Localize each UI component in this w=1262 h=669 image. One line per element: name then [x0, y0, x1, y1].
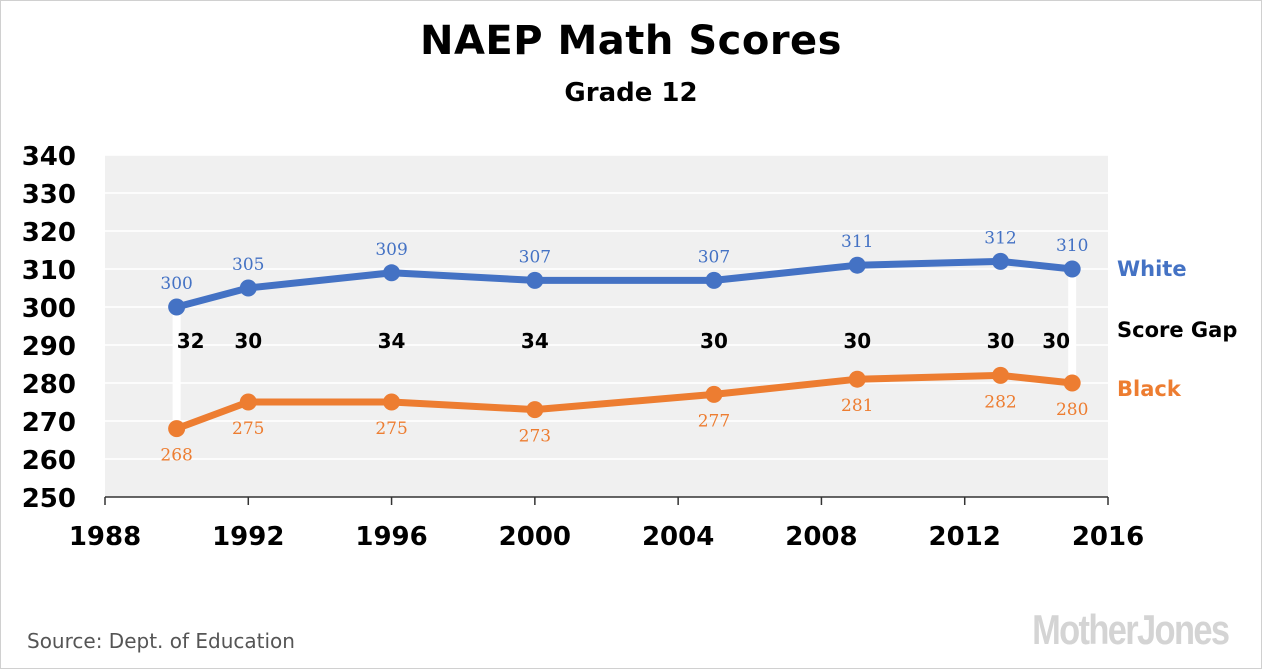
- gap-label-2005: 30: [700, 329, 728, 353]
- data-label-black-1992: 275: [232, 419, 264, 439]
- point-white-1992: [239, 279, 257, 297]
- legend-label-black: Black: [1117, 377, 1182, 401]
- y-tick-label-330: 330: [22, 180, 76, 210]
- point-white-2013: [992, 252, 1010, 270]
- y-tick-label-290: 290: [22, 332, 76, 362]
- chart-title: NAEP Math Scores: [420, 18, 842, 64]
- gap-label-2015: 30: [1042, 329, 1070, 353]
- data-label-black-1996: 275: [375, 419, 407, 439]
- data-label-white-2013: 312: [984, 228, 1016, 248]
- point-black-2013: [992, 366, 1010, 384]
- y-tick-label-300: 300: [22, 294, 76, 324]
- gap-label-1996: 34: [378, 329, 406, 353]
- source-note: Source: Dept. of Education: [27, 629, 295, 653]
- point-black-2000: [526, 401, 544, 419]
- brand-logo: MotherJones: [1031, 606, 1230, 653]
- point-black-2005: [705, 385, 723, 403]
- y-tick-label-270: 270: [22, 408, 76, 438]
- point-black-2009: [848, 370, 866, 388]
- data-label-black-1990: 268: [160, 446, 192, 466]
- point-white-2005: [705, 271, 723, 289]
- data-label-white-1990: 300: [160, 274, 192, 294]
- series-line-black: [173, 371, 1076, 433]
- data-label-black-2005: 277: [698, 411, 730, 431]
- x-tick-label-2016: 2016: [1072, 522, 1144, 552]
- data-label-white-2009: 311: [841, 232, 873, 252]
- data-label-black-2009: 281: [841, 396, 873, 416]
- data-label-black-2013: 282: [984, 392, 1016, 412]
- data-label-white-2015: 310: [1056, 236, 1088, 256]
- plot-area: [105, 155, 1108, 497]
- point-white-1996: [383, 264, 401, 282]
- gap-label-2000: 34: [521, 329, 549, 353]
- y-tick-label-250: 250: [22, 484, 76, 514]
- x-tick-label-1996: 1996: [355, 522, 427, 552]
- point-white-2000: [526, 271, 544, 289]
- y-tick-label-260: 260: [22, 446, 76, 476]
- data-label-black-2000: 273: [519, 427, 551, 447]
- x-tick-label-1988: 1988: [69, 522, 141, 552]
- point-white-2015: [1063, 260, 1081, 278]
- legend-label-white: White: [1117, 257, 1187, 281]
- data-label-white-1996: 309: [375, 240, 407, 260]
- point-black-1990: [168, 420, 186, 438]
- x-tick-label-1992: 1992: [212, 522, 284, 552]
- y-tick-label-320: 320: [22, 218, 76, 248]
- point-white-1990: [168, 298, 186, 316]
- data-label-white-2005: 307: [698, 247, 730, 267]
- data-label-white-1992: 305: [232, 255, 264, 275]
- legend-label-score-gap: Score Gap: [1117, 318, 1237, 342]
- x-tick-label-2004: 2004: [642, 522, 714, 552]
- point-black-1992: [239, 393, 257, 411]
- chart-subtitle: Grade 12: [564, 78, 698, 108]
- x-tick-label-2012: 2012: [929, 522, 1001, 552]
- gap-label-1992: 30: [234, 329, 262, 353]
- series-line-white: [173, 257, 1076, 311]
- data-label-white-2000: 307: [519, 247, 551, 267]
- x-tick-label-2008: 2008: [785, 522, 857, 552]
- gap-band-1990: [172, 307, 181, 429]
- gap-label-2009: 30: [843, 329, 871, 353]
- gap-label-2013: 30: [987, 329, 1015, 353]
- point-black-2015: [1063, 374, 1081, 392]
- x-tick-label-2000: 2000: [499, 522, 571, 552]
- y-tick-label-310: 310: [22, 256, 76, 286]
- y-tick-label-340: 340: [22, 142, 76, 172]
- gap-band-2015: [1068, 269, 1077, 383]
- point-black-1996: [383, 393, 401, 411]
- y-tick-label-280: 280: [22, 370, 76, 400]
- point-white-2009: [848, 256, 866, 274]
- data-label-black-2015: 280: [1056, 400, 1088, 420]
- gap-label-1990: 32: [177, 329, 205, 353]
